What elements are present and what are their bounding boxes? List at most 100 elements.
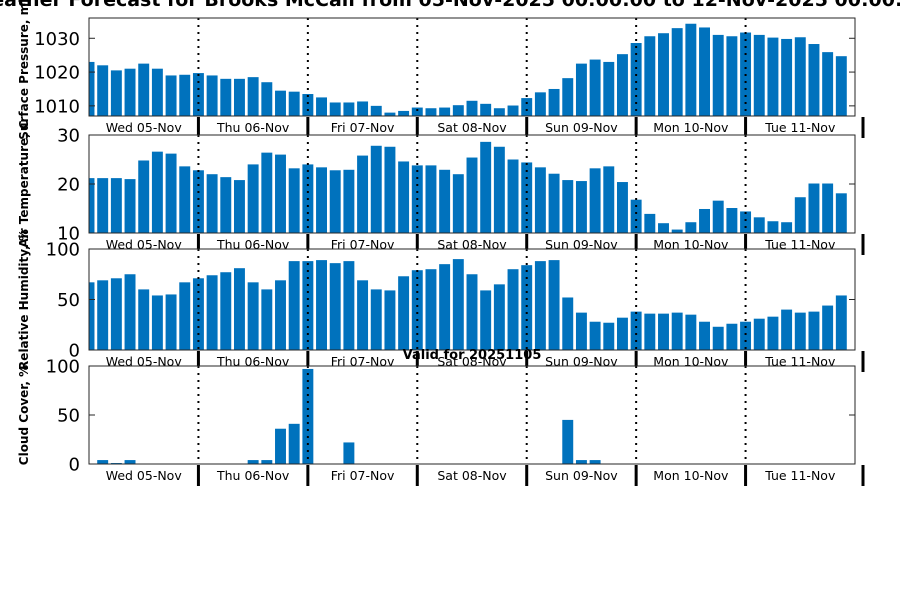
- bar: [699, 321, 710, 350]
- bar: [206, 75, 218, 116]
- bar: [329, 263, 341, 350]
- bar: [822, 52, 834, 116]
- bar: [589, 59, 601, 116]
- bar: [329, 170, 341, 233]
- bar: [699, 208, 710, 233]
- bar: [384, 112, 396, 116]
- bar: [480, 290, 492, 350]
- bar: [534, 261, 546, 350]
- bar: [603, 322, 615, 350]
- bar: [233, 268, 245, 350]
- bar: [316, 97, 327, 116]
- bar: [357, 280, 369, 350]
- bar: [808, 44, 820, 116]
- bar: [439, 169, 451, 233]
- chart-panel-3: 0 50 100 Wed 05-Nov Thu 06-Nov Fri 07-Nov Sat …: [17, 229, 865, 372]
- bar: [398, 276, 410, 350]
- bar: [644, 36, 656, 116]
- bar: [425, 165, 437, 233]
- y-axis-label: Cloud Cover, %: [17, 365, 31, 465]
- bar: [753, 217, 765, 233]
- bar: [275, 90, 286, 116]
- bar: [452, 105, 464, 116]
- bar: [275, 280, 286, 350]
- bar: [808, 183, 820, 233]
- x-day-label: Sun 09-Nov: [545, 120, 618, 135]
- bar: [151, 151, 163, 233]
- bar: [261, 460, 273, 464]
- bar: [562, 419, 574, 464]
- chart-panel-4: 0 50 100 Wed 05-Nov Thu 06-Nov Fri 07-Nov Sat …: [17, 348, 865, 486]
- bar: [712, 34, 724, 116]
- x-day-label: Thu 06-Nov: [216, 120, 290, 135]
- bar: [575, 460, 587, 464]
- bar: [247, 77, 259, 116]
- bar: [288, 423, 300, 464]
- bar: [110, 278, 122, 350]
- x-day-label: Fri 07-Nov: [331, 354, 395, 369]
- x-day-label: Wed 05-Nov: [106, 237, 183, 252]
- y-axis-label: Surface Pressure, mb: [17, 0, 31, 140]
- bar: [507, 159, 519, 233]
- bar: [822, 183, 834, 233]
- x-day-label: Sun 09-Nov: [545, 468, 618, 483]
- bar: [425, 108, 437, 116]
- bar: [138, 63, 150, 116]
- bar: [767, 37, 779, 116]
- bar: [97, 280, 109, 350]
- bar: [589, 168, 601, 233]
- bar: [480, 103, 492, 116]
- bar: [124, 274, 136, 350]
- y-tick-label: 50: [57, 406, 80, 427]
- x-day-label: Wed 05-Nov: [106, 468, 183, 483]
- bar: [616, 54, 628, 116]
- bar: [562, 78, 574, 116]
- bar: [179, 166, 191, 233]
- bar: [466, 274, 478, 350]
- bar: [644, 213, 656, 233]
- bar: [206, 275, 218, 350]
- bar: [151, 68, 163, 116]
- bar: [302, 94, 314, 116]
- bar: [794, 197, 806, 233]
- bar: [712, 200, 724, 233]
- x-day-label: Thu 06-Nov: [216, 354, 290, 369]
- bar: [534, 167, 546, 233]
- bar: [316, 260, 327, 350]
- x-day-label: Fri 07-Nov: [331, 237, 395, 252]
- bar: [521, 162, 533, 233]
- bar: [603, 61, 615, 116]
- x-day-label: Sun 09-Nov: [545, 237, 618, 252]
- plot-area: [89, 366, 855, 464]
- y-axis-label: Relative Humidity, %: [17, 229, 31, 370]
- bar: [261, 152, 273, 233]
- x-day-label: Tue 11-Nov: [764, 120, 836, 135]
- bar: [275, 428, 286, 464]
- bar: [726, 208, 738, 233]
- bar: [206, 174, 218, 233]
- bar: [97, 460, 109, 464]
- bar: [398, 161, 410, 233]
- bar: [753, 34, 765, 116]
- bar: [89, 282, 95, 350]
- bar: [247, 282, 259, 350]
- bar: [740, 211, 752, 233]
- bar: [439, 107, 451, 116]
- bar: [247, 460, 259, 464]
- y-tick-label: 20: [57, 175, 80, 196]
- bar: [329, 102, 341, 116]
- bar: [89, 61, 95, 116]
- bar: [316, 167, 327, 233]
- bar: [411, 270, 423, 350]
- bar: [562, 297, 574, 350]
- bar: [493, 108, 505, 116]
- bar: [466, 100, 478, 116]
- axes-box: [88, 17, 856, 117]
- bar: [493, 146, 505, 233]
- y-tick-label: 50: [57, 290, 80, 311]
- bar: [343, 169, 355, 233]
- bar: [767, 316, 779, 350]
- bar: [357, 155, 369, 233]
- bar: [671, 229, 683, 233]
